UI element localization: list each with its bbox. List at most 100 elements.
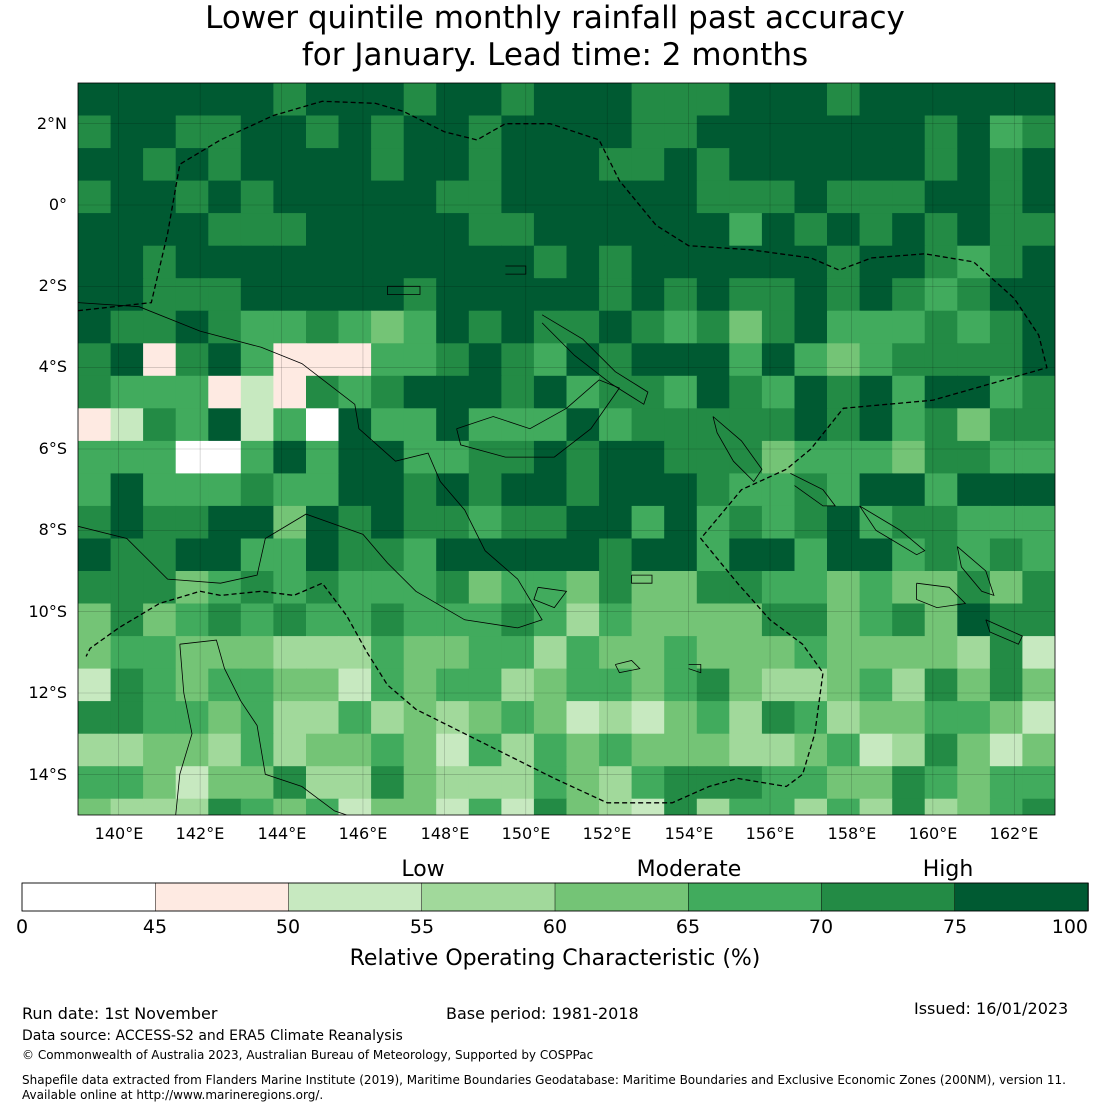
grid-cell [78,733,112,767]
grid-cell [306,798,340,815]
grid-cell [827,213,861,247]
grid-cell [306,766,340,800]
grid-cell [566,245,600,279]
grid-cell [371,473,405,507]
grid-cell [729,310,763,344]
colorbar-tick: 70 [809,916,833,938]
grid-cell [175,571,209,605]
grid-cell [989,115,1024,149]
grid-cell [794,733,828,767]
grid-cell [110,213,144,247]
colorbar-bin [155,882,290,912]
grid-cell [436,766,470,800]
grid-cell [468,701,502,735]
grid-cell [924,701,958,735]
grid-cell [468,603,502,637]
grid-cell [208,440,242,474]
grid-cell [273,213,307,247]
grid-cell [110,440,144,474]
grid-cell [696,636,730,670]
x-tick-label: 140°E [95,824,144,843]
grid-cell [566,505,600,539]
grid-cell [729,733,763,767]
map-frame [77,82,1056,816]
grid-cell [989,473,1024,507]
grid-cell [989,408,1024,442]
grid-cell [892,798,926,815]
grid-cell [599,213,633,247]
grid-cell [794,505,828,539]
grid-cell [436,668,470,702]
grid-cell [143,668,177,702]
grid-cell [110,538,144,572]
grid-cell [989,798,1024,815]
grid-cell [859,310,893,344]
colorbar-tick: 60 [543,916,567,938]
grid-cell [533,278,568,312]
coastline-segment [456,379,621,458]
grid-cell [761,571,796,605]
grid-cell [208,83,242,117]
grid-cell [924,115,958,149]
grid-cell [696,701,730,735]
grid-cell [599,278,633,312]
grid-cell [208,278,242,312]
grid-cell [338,733,372,767]
grid-cell [501,701,535,735]
grid-cell [240,440,274,474]
grid-cell [631,278,665,312]
grid-cell [78,245,112,279]
grid-cell [664,668,698,702]
grid-cell [827,408,861,442]
grid-cell [78,473,112,507]
grid-cell [729,798,763,815]
grid-cell [631,538,665,572]
grid-cell [273,636,307,670]
grid-cell [761,440,796,474]
colorbar-bin [554,882,689,912]
grid-cell [631,571,665,605]
grid-cell [436,798,470,815]
grid-cell [501,148,535,182]
grid-cell [306,310,340,344]
grid-cell [240,505,274,539]
colorbar: Low Moderate High 0 45 50 55 60 65 70 75… [16,857,1089,971]
grid-cell [696,408,730,442]
grid-cell [371,636,405,670]
grid-cell [892,408,926,442]
grid-cell [957,408,991,442]
grid-cell [566,310,600,344]
grid-cell [468,798,502,815]
grid-cell [175,603,209,637]
grid-cell [989,733,1024,767]
grid-cell [338,538,372,572]
grid-cell [306,603,340,637]
grid-cell [924,278,958,312]
grid-cell [436,701,470,735]
grid-cell [78,148,112,182]
grid-cell [599,701,633,735]
grid-cell [696,213,730,247]
grid-cell [338,440,372,474]
grid-cell [761,473,796,507]
grid-cell [566,701,600,735]
grid-cell [533,798,568,815]
grid-cell [501,603,535,637]
grid-cell [208,766,242,800]
grid-cell [794,180,828,214]
grid-cell [371,701,405,735]
y-tick-label: 10°S [28,602,67,621]
grid-cell [1022,408,1055,442]
base-period: Base period: 1981-2018 [446,1004,639,1023]
grid-cell [175,310,209,344]
grid-cell [338,798,372,815]
grid-cell [468,115,502,149]
grid-cell [78,571,112,605]
grid-cell [761,115,796,149]
grid-cell [78,668,112,702]
grid-cell [436,733,470,767]
grid-cell [957,148,991,182]
grid-cell [1022,505,1055,539]
grid-cell [143,766,177,800]
grid-cell [436,538,470,572]
